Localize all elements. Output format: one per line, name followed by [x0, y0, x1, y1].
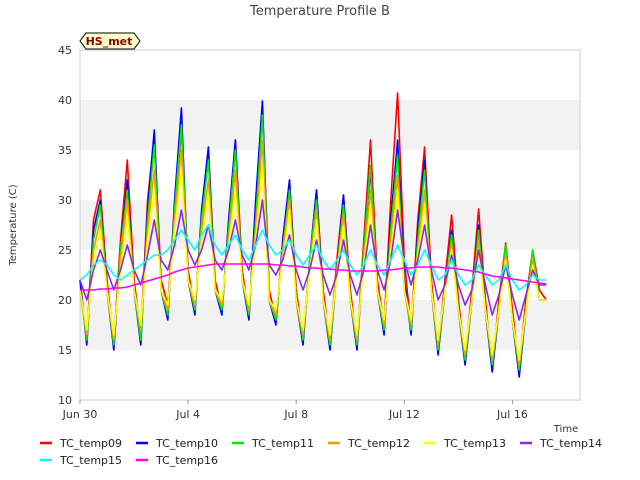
- legend: TC_temp09 TC_temp10 TC_temp11 TC_temp12 TC_t…: [40, 437, 602, 467]
- badge-label: HS_met: [86, 35, 133, 48]
- chart-title: Temperature Profile B: [249, 4, 390, 19]
- plot-frame: [79, 49, 581, 401]
- y-tick-label: 20: [58, 294, 72, 307]
- legend-label: TC_temp14: [539, 437, 602, 450]
- grid-band: [80, 100, 580, 150]
- grid-bands: [80, 50, 580, 400]
- legend-label: TC_temp13: [443, 437, 506, 450]
- y-tick-label: 10: [58, 394, 72, 407]
- legend-label: TC_temp15: [59, 454, 122, 467]
- grid-band: [80, 150, 580, 200]
- x-tick-label: Jun 30: [62, 408, 98, 421]
- x-tick-label: Jul 12: [388, 408, 420, 421]
- y-tick-label: 45: [58, 44, 72, 57]
- legend-label: TC_temp12: [347, 437, 410, 450]
- badge-shape: [79, 32, 141, 50]
- y-tick-label: 40: [58, 94, 72, 107]
- x-tick-label: Jul 4: [175, 408, 200, 421]
- legend-label: TC_temp16: [155, 454, 218, 467]
- y-tick-label: 15: [58, 344, 72, 357]
- hs-met-badge: HS_met: [79, 32, 141, 50]
- x-tick-label: Jul 8: [283, 408, 308, 421]
- grid-band: [80, 350, 580, 400]
- y-axis-ticks: 10 15 20 25 30 35 40 45: [58, 44, 72, 407]
- series-line-tc-temp15: [79, 224, 547, 291]
- x-tick-label: Jul 16: [496, 408, 528, 421]
- legend-label: TC_temp09: [59, 437, 122, 450]
- series-lines: [79, 92, 547, 378]
- y-tick-label: 25: [58, 244, 72, 257]
- legend-label: TC_temp10: [155, 437, 218, 450]
- legend-label: TC_temp11: [251, 437, 314, 450]
- x-axis-label: Time: [553, 424, 578, 435]
- grid-band: [80, 200, 580, 250]
- y-axis-label: Temperature (C): [8, 184, 19, 266]
- grid-band: [80, 250, 580, 300]
- series-line-tc-temp14: [79, 199, 547, 321]
- x-axis-ticks: Jun 30 Jul 4 Jul 8 Jul 12 Jul 16: [62, 400, 528, 421]
- series-line-tc-temp16: [80, 263, 547, 291]
- y-tick-label: 30: [58, 194, 72, 207]
- y-tick-label: 35: [58, 144, 72, 157]
- grid-band: [80, 50, 580, 100]
